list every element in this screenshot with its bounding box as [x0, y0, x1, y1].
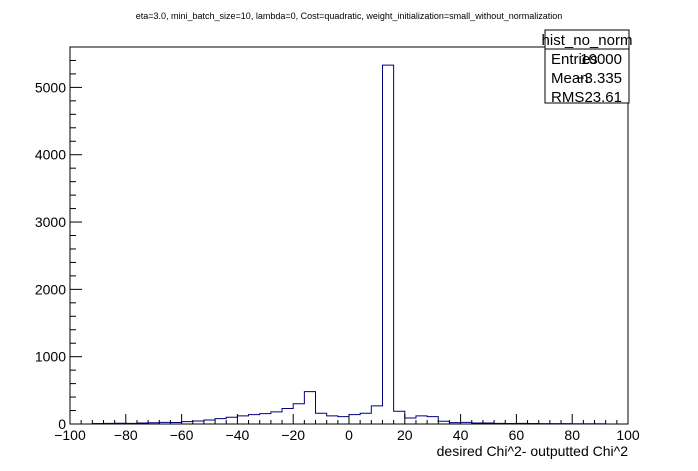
stats-box-title: hist_no_norm — [542, 32, 633, 49]
histogram-bin — [215, 419, 226, 424]
chart-title: eta=3.0, mini_batch_size=10, lambda=0, C… — [136, 11, 563, 21]
histogram-bin — [405, 418, 416, 424]
stats-rms-label: RMS — [551, 89, 584, 106]
y-tick-label: 5000 — [35, 79, 66, 95]
histogram-bin — [382, 65, 393, 424]
x-tick-label: 80 — [564, 427, 580, 443]
plot-frame — [69, 46, 629, 425]
x-tick-label: 60 — [509, 427, 525, 443]
histogram-bin — [394, 411, 405, 424]
histogram-bin — [371, 406, 382, 424]
histogram-bin — [260, 414, 271, 424]
x-axis: −100 −80 −60 −40 −20 0 20 40 60 80 100 — [54, 414, 640, 443]
histogram-bin — [282, 409, 293, 424]
histogram-bin — [249, 415, 260, 424]
stats-rms-value: 23.61 — [584, 89, 622, 106]
x-tick-label: 0 — [345, 427, 353, 443]
stats-entries-value: 10000 — [580, 51, 622, 68]
x-tick-label: −80 — [114, 427, 138, 443]
x-tick-label: −60 — [170, 427, 194, 443]
histogram-bin — [327, 416, 338, 424]
x-tick-label: −40 — [226, 427, 250, 443]
y-axis: 0 1000 2000 3000 4000 5000 — [35, 46, 82, 432]
histogram-bin — [304, 392, 315, 424]
histogram-bin — [360, 413, 371, 424]
histogram-bin — [349, 415, 360, 424]
plot-area — [69, 46, 629, 425]
stats-box-frame — [544, 29, 630, 104]
x-tick-label: −100 — [54, 427, 86, 443]
x-axis-label: desired Chi^2- outputted Chi^2 — [437, 443, 629, 459]
histogram-bin — [237, 416, 248, 424]
histogram-bin — [338, 417, 349, 424]
histogram-outline — [91, 64, 607, 425]
y-tick-label: 1000 — [35, 349, 66, 365]
x-tick-label: 100 — [616, 427, 640, 443]
y-tick-label: 3000 — [35, 214, 66, 230]
histogram-bin — [293, 404, 304, 424]
histogram-bin — [204, 420, 215, 424]
stats-box: hist_no_norm Entries 10000 Mean −3.335 R… — [542, 29, 633, 106]
x-tick-label: −20 — [281, 427, 305, 443]
y-tick-label: 2000 — [35, 281, 66, 297]
stats-mean-label: Mean — [551, 70, 589, 87]
stats-mean-value: −3.335 — [576, 70, 622, 87]
histogram-bin — [316, 413, 327, 424]
histogram-bin — [271, 412, 282, 424]
histogram-bin — [427, 417, 438, 424]
stats-entries-label: Entries — [551, 51, 598, 68]
histogram-bin — [416, 416, 427, 424]
histogram-bin — [226, 417, 237, 424]
x-tick-label: 20 — [397, 427, 413, 443]
y-tick-label: 0 — [58, 416, 66, 432]
y-tick-label: 4000 — [35, 147, 66, 163]
x-tick-label: 40 — [453, 427, 469, 443]
